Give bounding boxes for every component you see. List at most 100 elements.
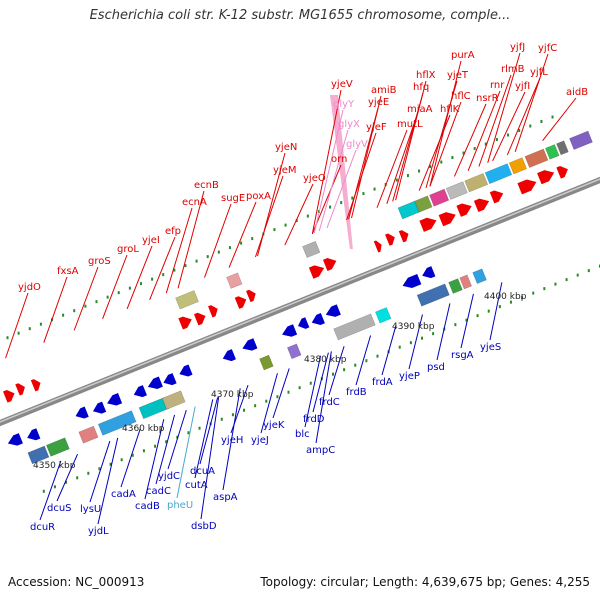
gene-label-yjen[interactable]: yjeN xyxy=(275,142,297,153)
reverse-feature-box[interactable] xyxy=(161,390,186,410)
reverse-gene-arrow[interactable] xyxy=(324,304,341,319)
gene-label-poxa[interactable]: poxA xyxy=(246,191,271,202)
gene-label-efp[interactable]: efp xyxy=(165,226,181,237)
forward-feature-box[interactable] xyxy=(397,200,420,220)
forward-gene-arrow[interactable] xyxy=(308,262,326,279)
forward-feature-box[interactable] xyxy=(569,130,593,150)
gene-label-frdd[interactable]: frdD xyxy=(303,414,325,425)
rna-label-glyv[interactable]: glyV xyxy=(346,139,368,150)
gene-label-dcua[interactable]: dcuA xyxy=(190,466,215,477)
reverse-gene-arrow[interactable] xyxy=(401,274,422,291)
gene-label-yjfi[interactable]: yjfI xyxy=(515,81,530,92)
reverse-feature-box[interactable] xyxy=(459,274,472,290)
reverse-feature-box[interactable] xyxy=(27,445,50,465)
forward-gene-arrow[interactable] xyxy=(246,288,258,303)
forward-feature-box[interactable] xyxy=(484,163,513,185)
gene-label-yjdl[interactable]: yjdL xyxy=(88,526,109,537)
forward-feature-box[interactable] xyxy=(175,290,199,310)
gene-label-ecna[interactable]: ecnA xyxy=(182,197,207,208)
forward-gene-arrow[interactable] xyxy=(456,201,473,217)
forward-feature-box[interactable] xyxy=(524,148,549,168)
gene-label-orn[interactable]: orn xyxy=(331,154,347,165)
gene-label-lysu[interactable]: lysU xyxy=(80,504,101,515)
forward-feature-box[interactable] xyxy=(508,157,528,175)
gene-label-yjfc[interactable]: yjfC xyxy=(538,43,557,54)
reverse-gene-arrow[interactable] xyxy=(420,266,436,281)
gene-label-yjef[interactable]: yjeF xyxy=(366,122,387,133)
reverse-gene-arrow[interactable] xyxy=(146,376,163,391)
forward-gene-arrow[interactable] xyxy=(234,294,249,309)
forward-gene-arrow[interactable] xyxy=(489,188,506,204)
rna-label-glyx[interactable]: glyX xyxy=(338,119,360,130)
gene-label-blc[interactable]: blc xyxy=(295,429,310,440)
rna-label-glyy[interactable]: glyY xyxy=(333,99,355,110)
reverse-gene-arrow[interactable] xyxy=(6,433,23,448)
forward-feature-box[interactable] xyxy=(226,272,243,289)
forward-feature-box[interactable] xyxy=(556,140,569,156)
reverse-gene-arrow[interactable] xyxy=(132,385,147,400)
gene-label-frdb[interactable]: frdB xyxy=(346,387,367,398)
forward-gene-arrow[interactable] xyxy=(473,196,491,213)
reverse-feature-box[interactable] xyxy=(287,343,302,360)
gene-label-cada[interactable]: cadA xyxy=(111,489,136,500)
reverse-gene-arrow[interactable] xyxy=(73,406,89,422)
reverse-gene-arrow[interactable] xyxy=(161,373,177,388)
reverse-feature-box[interactable] xyxy=(259,354,274,371)
gene-label-yjet[interactable]: yjeT xyxy=(447,70,469,81)
gene-label-aidb[interactable]: aidB xyxy=(566,87,588,98)
reverse-gene-arrow[interactable] xyxy=(280,324,298,339)
reverse-gene-arrow[interactable] xyxy=(177,364,193,379)
reverse-gene-arrow[interactable] xyxy=(91,401,107,417)
forward-gene-arrow[interactable] xyxy=(208,303,220,318)
gene-label-yjej[interactable]: yjeJ xyxy=(251,435,269,446)
gene-label-psd[interactable]: psd xyxy=(427,362,445,373)
reverse-gene-arrow[interactable] xyxy=(310,313,325,328)
gene-label-cadb[interactable]: cadB xyxy=(135,501,160,512)
gene-label-yjes[interactable]: yjeS xyxy=(480,342,501,353)
gene-label-pura[interactable]: purA xyxy=(451,50,475,61)
gene-label-dsbd[interactable]: dsbD xyxy=(191,521,217,532)
reverse-gene-arrow[interactable] xyxy=(25,428,41,443)
forward-gene-arrow[interactable] xyxy=(373,239,384,253)
reverse-feature-box[interactable] xyxy=(97,410,137,436)
gene-label-dcur[interactable]: dcuR xyxy=(30,522,55,533)
forward-feature-box[interactable] xyxy=(414,195,433,213)
reverse-gene-arrow[interactable] xyxy=(240,338,258,353)
reverse-gene-arrow[interactable] xyxy=(105,393,123,408)
gene-label-aspa[interactable]: aspA xyxy=(213,492,238,503)
gene-label-cuta[interactable]: cutA xyxy=(185,480,208,491)
reverse-gene-arrow[interactable] xyxy=(221,349,236,364)
gene-label-yjeh[interactable]: yjeH xyxy=(221,435,243,446)
gene-label-mutl[interactable]: mutL xyxy=(397,119,423,130)
gene-label-suge[interactable]: sugE xyxy=(221,193,245,204)
gene-label-yjfj[interactable]: yjfJ xyxy=(510,42,525,53)
reverse-feature-box[interactable] xyxy=(78,425,99,444)
gene-label-fxsa[interactable]: fxsA xyxy=(57,266,79,277)
gene-label-ampc[interactable]: ampC xyxy=(306,445,335,456)
reverse-gene-arrow[interactable] xyxy=(296,317,310,331)
gene-label-dcus[interactable]: dcuS xyxy=(47,503,72,514)
reverse-feature-box[interactable] xyxy=(416,283,450,307)
reverse-feature-box[interactable] xyxy=(375,307,392,324)
forward-gene-arrow[interactable] xyxy=(178,314,194,330)
gene-label-amib[interactable]: amiB xyxy=(371,85,397,96)
forward-feature-box[interactable] xyxy=(429,188,450,207)
forward-gene-arrow[interactable] xyxy=(3,388,17,403)
forward-gene-arrow[interactable] xyxy=(438,209,458,227)
forward-gene-arrow[interactable] xyxy=(537,167,556,185)
gene-label-miaa[interactable]: miaA xyxy=(407,104,433,115)
forward-gene-arrow[interactable] xyxy=(30,377,43,392)
forward-gene-arrow[interactable] xyxy=(398,228,411,243)
gene-label-grol[interactable]: groL xyxy=(117,244,139,255)
gene-label-frda[interactable]: frdA xyxy=(372,377,393,388)
gene-label-frdc[interactable]: frdC xyxy=(319,397,340,408)
gene-label-hfq[interactable]: hfq xyxy=(413,82,429,93)
reverse-feature-box[interactable] xyxy=(333,313,376,341)
gene-label-nsrr[interactable]: nsrR xyxy=(476,93,499,104)
forward-gene-arrow[interactable] xyxy=(385,232,397,246)
gene-label-rlmb[interactable]: rlmB xyxy=(501,64,525,75)
forward-feature-box[interactable] xyxy=(464,173,489,193)
gene-label-rnr[interactable]: rnr xyxy=(490,80,505,91)
gene-label-yjep[interactable]: yjeP xyxy=(399,371,420,382)
